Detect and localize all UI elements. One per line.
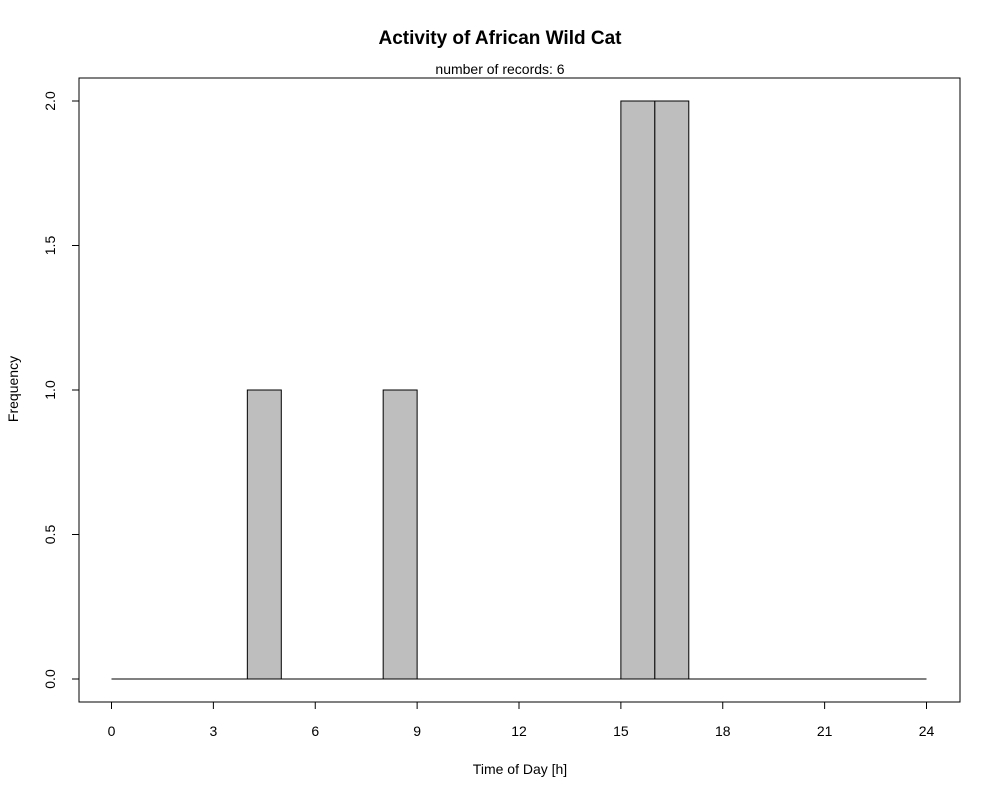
x-tick-label: 3 <box>209 723 217 739</box>
histogram-bar <box>654 100 690 680</box>
y-tick-label: 1.0 <box>42 380 58 400</box>
chart-title: Activity of African Wild Cat <box>378 28 622 49</box>
x-tick-label: 24 <box>919 723 935 739</box>
y-tick-label: 0.5 <box>42 525 58 545</box>
x-tick-label: 15 <box>613 723 629 739</box>
x-axis: 0 3 6 9 12 15 18 21 24 <box>108 701 935 739</box>
x-tick-label: 18 <box>715 723 731 739</box>
bars-group <box>246 100 690 680</box>
histogram-bar <box>620 100 656 680</box>
histogram-bar <box>246 389 282 680</box>
histogram-bar <box>382 389 418 680</box>
y-tick-label: 2.0 <box>42 91 58 111</box>
y-axis: 0.0 0.5 1.0 1.5 2.0 <box>42 91 80 689</box>
x-tick-label: 0 <box>108 723 116 739</box>
y-tick-label: 1.5 <box>42 236 58 256</box>
x-tick-label: 6 <box>311 723 319 739</box>
x-axis-label: Time of Day [h] <box>472 761 568 777</box>
x-tick-label: 9 <box>413 723 421 739</box>
x-tick-label: 21 <box>817 723 833 739</box>
plot-frame <box>78 77 961 703</box>
x-tick-label: 12 <box>511 723 527 739</box>
y-tick-label: 0.0 <box>42 669 58 689</box>
chart-subtitle: number of records: 6 <box>435 61 565 77</box>
